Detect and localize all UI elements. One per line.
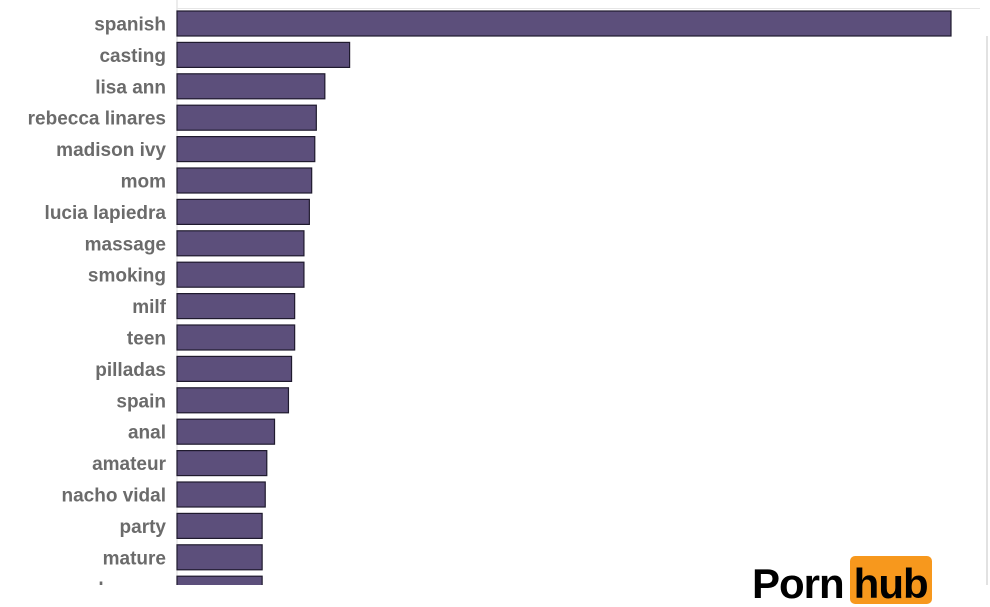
bar-mom bbox=[176, 167, 313, 194]
category-label: mature bbox=[103, 548, 166, 569]
category-label: amateur bbox=[92, 454, 167, 475]
bar-amateur bbox=[176, 450, 268, 477]
category-label: milf bbox=[132, 297, 166, 318]
bar-spanish bbox=[176, 10, 952, 37]
bar-party bbox=[176, 512, 263, 540]
category-label: casting bbox=[99, 46, 166, 67]
category-label: mom bbox=[121, 172, 166, 193]
category-label: lucia lapiedra bbox=[45, 203, 167, 224]
bar-anal bbox=[176, 418, 276, 445]
bar-nacho-vidal bbox=[176, 481, 266, 508]
bar-spain bbox=[176, 387, 290, 414]
bar-milf bbox=[176, 293, 296, 320]
category-label: teen bbox=[127, 329, 166, 350]
panel-right-edge bbox=[986, 36, 988, 585]
category-label: nacho vidal bbox=[61, 486, 166, 507]
category-label: massage bbox=[85, 234, 166, 255]
logo-text-right: hub bbox=[849, 556, 932, 605]
category-label: rebecca linares bbox=[28, 109, 166, 130]
bar-lisa-ann bbox=[176, 73, 326, 100]
bar-massage bbox=[176, 230, 305, 257]
category-label: party bbox=[120, 517, 167, 538]
bar-lucia-lapiedra bbox=[176, 198, 310, 225]
category-label: spanish bbox=[94, 15, 166, 36]
brand-logo: Porn hub bbox=[752, 556, 932, 605]
bar-chart: spanish casting lisa ann rebecca linares mad… bbox=[28, 0, 980, 585]
bar-pilladas bbox=[176, 355, 293, 382]
category-label: smoking bbox=[88, 266, 166, 287]
bar-casting bbox=[176, 41, 351, 69]
bar-mature bbox=[176, 544, 263, 571]
bar-madison-ivy bbox=[176, 136, 316, 163]
category-label: anal bbox=[128, 423, 166, 444]
category-label: lisa ann bbox=[95, 77, 166, 98]
category-label: sasha grey bbox=[67, 580, 167, 585]
category-label: spain bbox=[116, 391, 166, 412]
logo-text-left: Porn bbox=[752, 560, 845, 607]
bar-sasha-grey bbox=[176, 575, 263, 585]
bar-teen bbox=[176, 324, 296, 351]
bar-rebecca-linares bbox=[176, 104, 317, 131]
category-label: madison ivy bbox=[56, 140, 166, 161]
bar-smoking bbox=[176, 261, 305, 288]
category-label: pilladas bbox=[95, 360, 166, 381]
